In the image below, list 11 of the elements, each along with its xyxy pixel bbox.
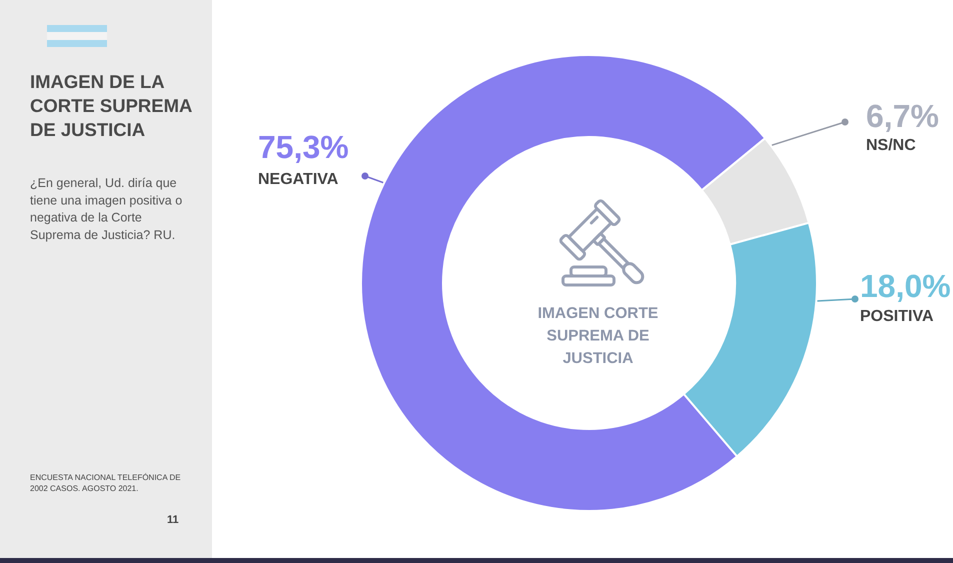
data-label: 6,7% xyxy=(866,98,939,134)
text: ¿En general, Ud. diría que tiene una imagen positiva o negativa de la Corte Suprema de Justicia? RU. xyxy=(30,176,182,242)
slice-label: NS/NC xyxy=(866,137,916,154)
text: IMAGEN CORTE SUPREMA DE JUSTICIA xyxy=(538,305,658,367)
text: 11 xyxy=(167,514,179,526)
data-label: 75,3% xyxy=(258,129,349,165)
text: IMAGEN DE LA CORTE SUPREMA DE JUSTICIA xyxy=(30,71,192,140)
data-label: 18,0% xyxy=(860,268,951,304)
slice-label: POSITIVA xyxy=(860,308,934,325)
slice-label: NEGATIVA xyxy=(258,171,339,188)
text: ENCUESTA NACIONAL TELEFÓNICA DE 2002 CASOS. AGOSTO 2021. xyxy=(30,473,181,493)
